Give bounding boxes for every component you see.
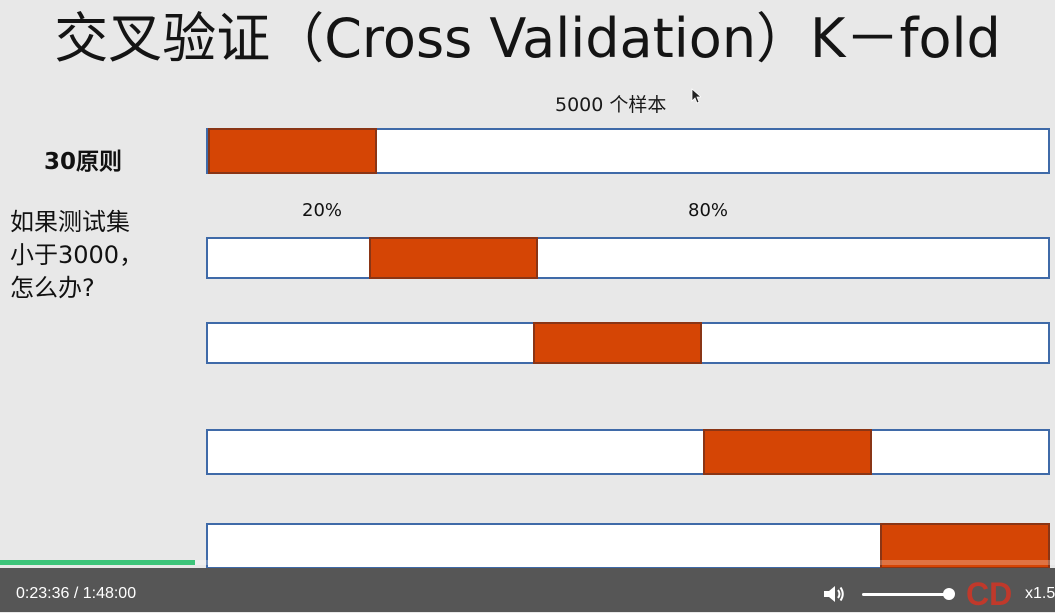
test-percent-label: 20% [302, 200, 343, 221]
question-line: 怎么办? [10, 274, 95, 302]
video-controls: 0:23:36 / 1:48:00 CD x1.5 [0, 568, 1055, 612]
question-line: 小于3000， [10, 241, 144, 269]
question-text: 如果测试集 小于3000， 怎么办? [10, 206, 143, 305]
test-fold-segment [703, 429, 872, 475]
question-line: 如果测试集 [10, 208, 130, 236]
slide: 交叉验证（Cross Validation）K－fold 5000 个样本 30… [10, 7, 1050, 568]
slide-title: 交叉验证（Cross Validation）K－fold [54, 7, 1001, 70]
sample-count-label: 5000 个样本 [555, 94, 667, 116]
volume-icon[interactable] [822, 583, 846, 605]
principle-label: 30原则 [44, 149, 123, 175]
train-percent-label: 80% [688, 200, 729, 221]
dataset-bar [206, 128, 1050, 174]
mouse-cursor-icon [691, 88, 701, 104]
fold-bar-3 [206, 429, 1050, 475]
video-progress-bar[interactable] [0, 560, 1055, 565]
fold-bar-1 [206, 237, 1050, 279]
volume-slider-handle[interactable] [943, 588, 955, 600]
fold-bar-4 [206, 523, 1050, 568]
time-display: 0:23:36 / 1:48:00 [16, 585, 137, 602]
logo-icon: CD [966, 576, 1013, 612]
test-fold-segment [369, 237, 538, 279]
volume-slider[interactable] [862, 593, 950, 596]
video-progress-fill [0, 560, 196, 565]
fold-bar-2 [206, 322, 1050, 364]
playback-speed-button[interactable]: x1.5 [1025, 585, 1055, 602]
test-fold-segment [208, 128, 377, 174]
test-fold-segment [533, 322, 702, 364]
test-fold-segment [880, 523, 1050, 568]
